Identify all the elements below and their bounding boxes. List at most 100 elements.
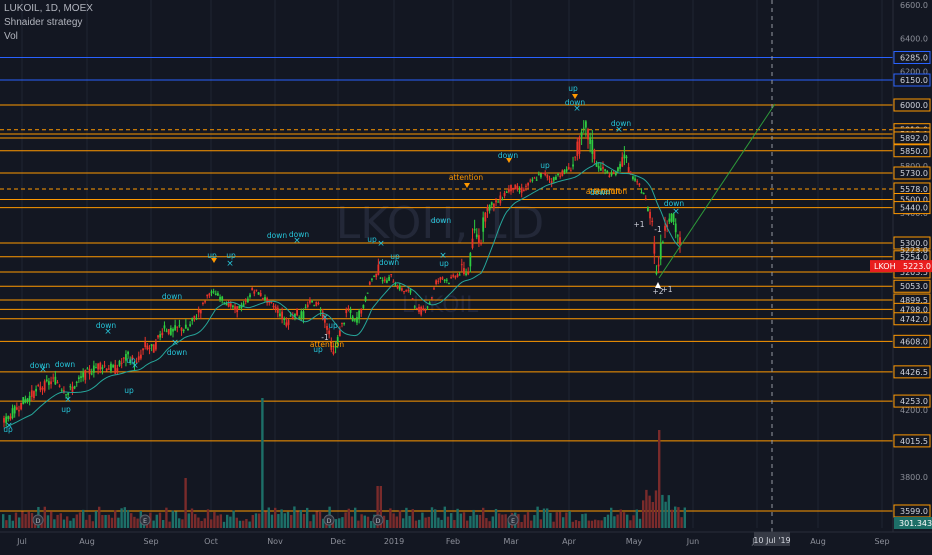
volume-bar — [642, 500, 645, 528]
volume-bar — [88, 514, 91, 528]
candle-body — [330, 341, 333, 350]
candle-body — [246, 298, 249, 303]
candle-body — [317, 303, 320, 305]
candle-body — [302, 311, 305, 319]
candle-body — [309, 299, 311, 303]
candle-body — [161, 332, 164, 336]
candle-body — [15, 407, 18, 410]
volume-bar — [568, 511, 571, 528]
volume-bar — [574, 520, 578, 528]
volume-bar — [318, 511, 322, 528]
candle-body — [407, 289, 410, 291]
candle-body — [522, 189, 525, 192]
level-tag — [893, 394, 931, 408]
candle-body — [347, 308, 350, 310]
volume-bar — [600, 520, 603, 528]
level-tag — [893, 98, 931, 112]
volume-bar — [194, 514, 197, 528]
signal-x-icon: × — [64, 395, 72, 405]
volume-bar — [2, 514, 5, 528]
candle-body — [167, 329, 170, 334]
volume-bar — [482, 507, 485, 528]
volume-bar — [472, 509, 475, 528]
attention-arrow-icon — [572, 94, 578, 99]
candle-body — [375, 273, 378, 278]
candle-body — [676, 235, 679, 237]
candle-body — [195, 318, 198, 320]
candle-body — [599, 168, 602, 171]
candle-body — [433, 288, 435, 290]
volume-bar — [408, 515, 411, 528]
volume-bar — [565, 512, 568, 528]
volume-bar — [107, 514, 110, 528]
signal-label-up: up — [390, 252, 400, 261]
volume-bar — [434, 509, 437, 528]
signal-label-down: down — [30, 361, 50, 370]
volume-bar — [389, 508, 392, 528]
candle-body — [679, 237, 681, 245]
volume-bar — [427, 516, 430, 528]
candle-body — [448, 282, 450, 284]
candle-body — [58, 385, 61, 387]
volume-bar — [469, 515, 472, 528]
candle-body — [255, 289, 258, 291]
candle-body — [116, 368, 119, 372]
candle-body — [11, 408, 14, 419]
candle-body — [619, 163, 622, 169]
candle-body — [169, 327, 172, 335]
candle-body — [443, 279, 446, 281]
volume-bar — [56, 514, 59, 528]
price-axis-extra-label: 5223.0 — [900, 246, 928, 255]
y-tick-label: 3800.0 — [900, 473, 928, 482]
candle-body — [478, 235, 480, 244]
volume-bar — [475, 514, 478, 528]
symbol-title[interactable]: LUKOIL, 1D, MOEX — [4, 3, 93, 14]
volume-bar — [238, 520, 242, 528]
volume-bar — [254, 513, 258, 528]
candle-body — [131, 356, 134, 360]
candle-body — [576, 141, 579, 156]
candle-body — [469, 253, 472, 267]
candle-body — [294, 313, 296, 318]
candle-body — [33, 391, 35, 399]
candle-body — [323, 318, 326, 323]
candle-body — [544, 172, 547, 175]
volume-bar — [190, 508, 194, 528]
candle-body — [422, 308, 425, 310]
volume-bar — [386, 519, 389, 528]
volume-bar — [94, 511, 98, 528]
candle-body — [135, 361, 138, 363]
x-tick-label: Feb — [446, 537, 460, 546]
volume-bar — [629, 520, 632, 528]
volume-bar — [155, 514, 158, 528]
volume-bar — [597, 520, 600, 528]
candle-body — [67, 393, 70, 395]
candle-body — [589, 137, 592, 144]
x-tick-label: Oct — [204, 537, 218, 546]
candle-body — [43, 381, 46, 391]
x-tick-label: Apr — [562, 537, 577, 546]
candle-body — [287, 320, 290, 325]
volume-value-label: 301.343K — [899, 519, 932, 528]
volume-indicator-label[interactable]: Vol — [4, 31, 18, 42]
level-tag-label: 4015.5 — [900, 437, 928, 446]
candle-body — [379, 277, 382, 279]
level-tag-label: 6150.0 — [900, 76, 928, 85]
candle-body — [159, 334, 162, 338]
volume-bar — [520, 521, 523, 528]
candle-body — [649, 211, 651, 219]
candle-body — [593, 149, 596, 160]
candle-body — [642, 192, 645, 195]
volume-bar — [302, 513, 306, 528]
strategy-indicator-label[interactable]: Shnaider strategy — [4, 17, 83, 28]
volume-bar — [312, 514, 315, 528]
volume-bar — [283, 513, 286, 528]
candle-body — [189, 324, 192, 327]
volume-bar — [610, 507, 613, 528]
candle-body — [565, 169, 568, 172]
volume-bar — [171, 510, 174, 528]
level-tag — [893, 201, 931, 215]
signal-x-icon: × — [672, 207, 680, 217]
